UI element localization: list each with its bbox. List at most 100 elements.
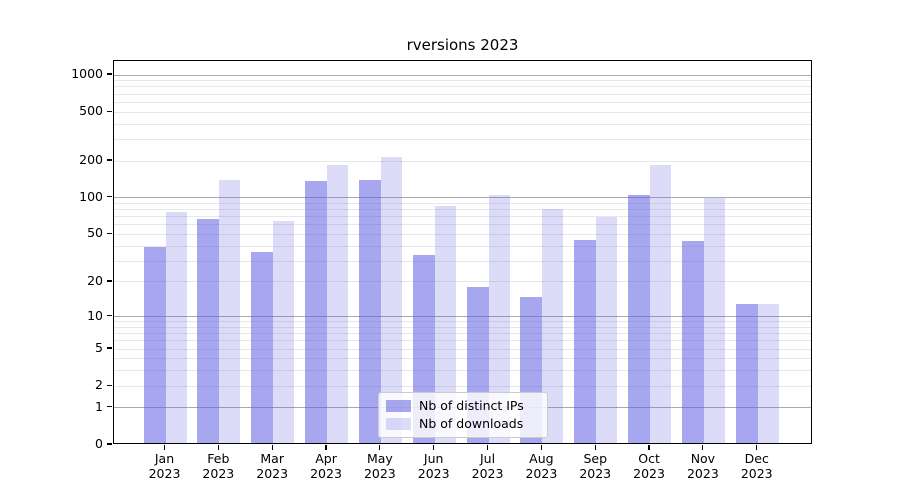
x-tick-year: 2023: [633, 466, 665, 481]
y-axis-tick-label: 1000: [71, 66, 103, 82]
gridline-minor-7: [114, 333, 811, 335]
x-tick-mark-feb: [217, 445, 219, 450]
gridline-minor-200: [114, 160, 811, 162]
x-axis-tick-label: Jan 2023: [137, 451, 193, 481]
x-tick-month: Nov: [690, 451, 716, 466]
y-tick-mark-50: [107, 232, 112, 235]
x-axis-tick-label: Aug 2023: [513, 451, 569, 481]
bar-distinct-ips-may: [358, 179, 381, 443]
bar-downloads-nov: [703, 197, 725, 443]
gridline-minor-90: [114, 202, 811, 204]
y-tick-mark-500: [107, 110, 112, 112]
gridline-minor-30: [114, 260, 811, 262]
x-axis-tick-label: Feb 2023: [190, 451, 246, 481]
gridline-minor-40: [114, 245, 811, 247]
bar-downloads-aug: [542, 209, 564, 443]
bar-distinct-ips-nov: [681, 241, 704, 443]
x-tick-month: Sep: [583, 451, 607, 466]
x-tick-year: 2023: [310, 466, 342, 481]
y-axis-tick-label: 0: [95, 436, 103, 451]
gridline-minor-60: [114, 224, 811, 226]
bar-downloads-jun: [434, 205, 456, 443]
y-axis-tick-label: 2: [95, 377, 103, 393]
gridline-minor-70: [114, 216, 811, 218]
legend-swatch-downloads: [386, 418, 411, 430]
gridline-minor-600: [114, 101, 811, 103]
x-tick-mark-apr: [325, 445, 327, 450]
bar-downloads-dec: [757, 303, 779, 443]
legend-swatch-distinct-ips: [386, 400, 411, 412]
x-tick-month: Jul: [479, 451, 496, 466]
x-axis-tick-label: May 2023: [352, 451, 408, 481]
bar-distinct-ips-apr: [305, 180, 328, 443]
y-axis-tick-label: 20: [87, 272, 103, 288]
x-tick-year: 2023: [417, 466, 450, 481]
x-tick-year: 2023: [202, 466, 235, 481]
x-tick-mark-jun: [433, 445, 435, 450]
legend-entry-downloads: Nb of downloads: [386, 417, 538, 431]
gridline-minor-80: [114, 209, 811, 211]
gridline-minor-400: [114, 123, 811, 125]
gridline-minor-4: [114, 358, 811, 360]
plot-area: [113, 60, 812, 444]
gridline-minor-700: [114, 93, 811, 95]
x-tick-mark-nov: [702, 445, 704, 450]
x-tick-mark-sep: [594, 445, 596, 450]
legend-label-downloads: Nb of downloads: [419, 416, 524, 431]
x-tick-month: Jun: [423, 451, 444, 466]
x-tick-month: Feb: [207, 451, 230, 466]
bar-downloads-feb: [219, 180, 241, 443]
x-tick-mark-may: [379, 445, 381, 450]
x-tick-month: Jan: [154, 451, 175, 466]
y-tick-mark-20: [107, 280, 112, 282]
bar-distinct-ips-sep: [574, 239, 597, 443]
chart-title: rversions 2023: [406, 36, 519, 54]
gridline-major-1000: [114, 74, 811, 76]
x-tick-year: 2023: [256, 466, 289, 481]
x-tick-mark-oct: [648, 445, 650, 450]
x-tick-mark-jan: [163, 445, 166, 450]
x-tick-month: Mar: [260, 451, 284, 466]
gridline-minor-50: [114, 233, 811, 235]
y-axis-tick-label: 10: [87, 307, 103, 323]
bar-distinct-ips-dec: [735, 303, 758, 443]
y-tick-mark-10: [107, 314, 112, 317]
gridline-minor-5: [114, 348, 811, 350]
y-axis-tick-label: 50: [87, 225, 103, 241]
x-tick-month: May: [366, 451, 393, 466]
bar-distinct-ips-mar: [251, 251, 274, 443]
bar-downloads-sep: [596, 217, 618, 443]
x-axis-tick-label: Apr 2023: [298, 451, 354, 481]
x-tick-mark-jul: [486, 445, 489, 450]
y-axis-tick-label: 5: [95, 340, 103, 356]
bar-downloads-jul: [488, 195, 510, 443]
gridline-minor-20: [114, 281, 811, 283]
y-tick-mark-1000: [107, 73, 112, 75]
x-axis-tick-label: Nov 2023: [675, 451, 731, 481]
y-axis-tick-label: 200: [79, 152, 103, 168]
y-tick-mark-1: [107, 406, 112, 408]
gridline-minor-300: [114, 138, 811, 140]
x-tick-year: 2023: [471, 466, 504, 481]
bar-distinct-ips-jan: [143, 247, 166, 443]
x-tick-year: 2023: [579, 466, 612, 481]
bar-distinct-ips-feb: [197, 219, 220, 443]
x-tick-year: 2023: [363, 466, 396, 481]
x-tick-year: 2023: [525, 466, 558, 481]
x-axis-tick-label: Jun 2023: [406, 451, 462, 481]
gridline-minor-2: [114, 385, 811, 387]
gridline-major-10: [114, 316, 811, 318]
bar-downloads-jan: [165, 212, 187, 443]
y-tick-mark-0: [107, 443, 112, 445]
y-axis-tick-label: 500: [79, 103, 103, 119]
gridline-minor-500: [114, 111, 811, 113]
x-axis-tick-label: Jul 2023: [460, 451, 516, 481]
legend-label-distinct-ips: Nb of distinct IPs: [419, 398, 524, 413]
x-axis-tick-label: Dec 2023: [729, 451, 785, 481]
y-tick-mark-200: [107, 159, 112, 161]
gridline-minor-9: [114, 321, 811, 323]
x-tick-mark-aug: [540, 445, 542, 450]
x-tick-month: Dec: [744, 451, 769, 466]
legend-entry-distinct-ips: Nb of distinct IPs: [386, 399, 538, 413]
